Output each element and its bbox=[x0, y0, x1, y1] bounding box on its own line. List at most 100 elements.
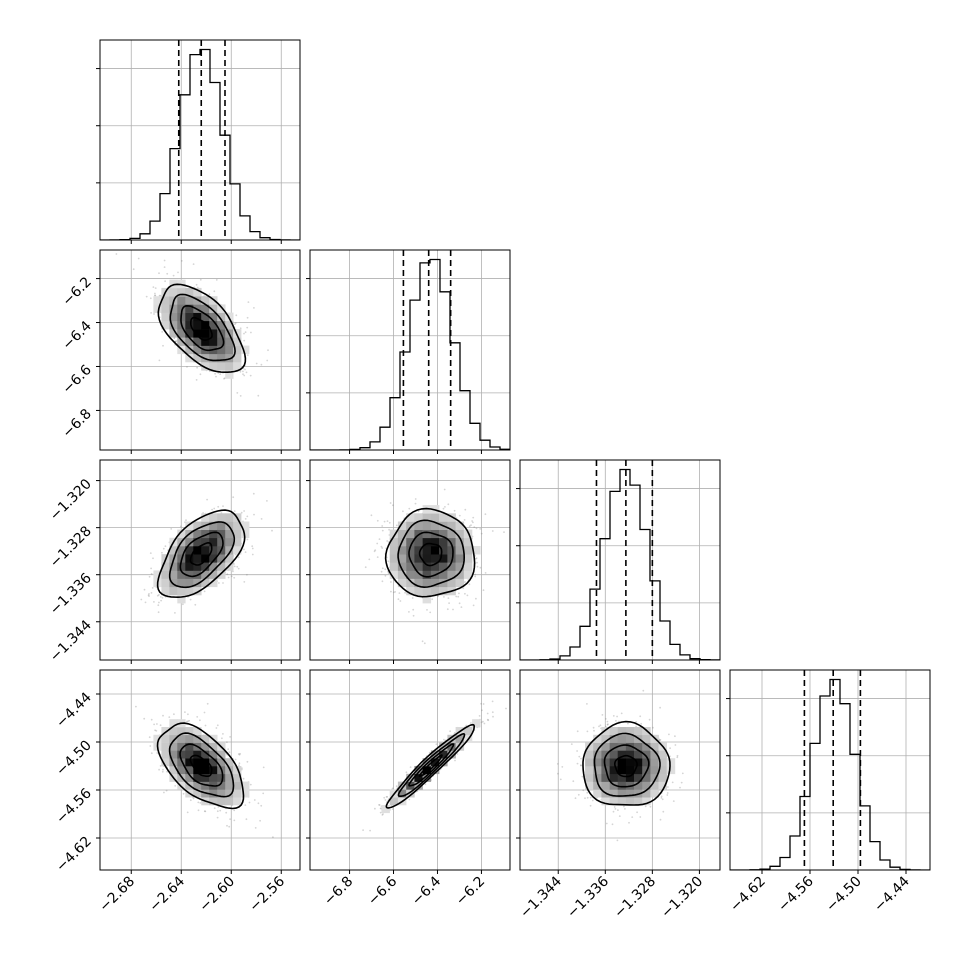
scatter-point bbox=[389, 502, 392, 504]
scatter-point bbox=[475, 557, 478, 560]
scatter-point bbox=[676, 756, 679, 759]
scatter-point bbox=[157, 604, 160, 607]
scatter-point bbox=[442, 507, 445, 510]
scatter-point bbox=[163, 791, 165, 794]
density-cell bbox=[666, 766, 676, 775]
scatter-point bbox=[491, 700, 494, 703]
density-cell bbox=[193, 781, 202, 790]
density-cell bbox=[233, 546, 242, 555]
scatter-point bbox=[229, 818, 232, 820]
panel-plot-area bbox=[100, 460, 300, 660]
density-cell bbox=[201, 734, 210, 743]
histogram-0 bbox=[100, 48, 300, 240]
scatter-point bbox=[680, 781, 683, 784]
density-cell bbox=[209, 562, 218, 571]
scatter-point bbox=[592, 726, 595, 729]
scatter-point bbox=[161, 551, 163, 554]
scatter-point bbox=[230, 575, 233, 578]
density-cell bbox=[609, 797, 619, 806]
density-cell bbox=[389, 570, 399, 579]
density-cell bbox=[217, 337, 226, 346]
x-tick-label: −4.50 bbox=[823, 874, 865, 916]
density-cell bbox=[634, 758, 643, 767]
scatter-point bbox=[232, 570, 234, 573]
scatter-point bbox=[580, 764, 582, 767]
density-cell bbox=[650, 750, 659, 759]
density-cell bbox=[185, 304, 194, 313]
contour-level-1 bbox=[603, 744, 650, 788]
scatter-point bbox=[606, 720, 609, 723]
density-cell bbox=[169, 586, 178, 596]
density-cell bbox=[169, 562, 178, 571]
contour-level-2 bbox=[168, 732, 235, 798]
density-cell bbox=[397, 521, 407, 530]
x-tick-label: −2.68 bbox=[96, 874, 138, 916]
scatter-point bbox=[150, 752, 153, 755]
density-cell bbox=[439, 546, 448, 555]
density-cell bbox=[209, 312, 218, 322]
density-cell bbox=[422, 578, 432, 588]
scatter-point bbox=[473, 526, 476, 528]
scatter-point bbox=[376, 542, 379, 545]
density-cell bbox=[666, 758, 676, 767]
scatter-point bbox=[154, 294, 157, 297]
density-cell bbox=[185, 546, 194, 555]
contours bbox=[385, 723, 476, 809]
density-cell bbox=[455, 742, 465, 751]
density-cell bbox=[161, 312, 170, 322]
density-cell bbox=[201, 742, 210, 751]
scatter-point bbox=[486, 712, 489, 715]
density-cell bbox=[439, 513, 448, 522]
contour-level-0 bbox=[613, 754, 638, 778]
scatter-point bbox=[475, 597, 477, 600]
scatter-point bbox=[374, 549, 377, 551]
scatter-point bbox=[390, 581, 392, 583]
scatter-point bbox=[187, 713, 189, 716]
scatter-point bbox=[491, 530, 494, 532]
scatter-point bbox=[384, 574, 387, 577]
scatter-point bbox=[192, 263, 195, 265]
density-cell bbox=[217, 521, 226, 530]
density-cell bbox=[650, 781, 659, 790]
scatter-point bbox=[196, 366, 199, 369]
density-cell bbox=[217, 781, 226, 790]
density-cell bbox=[169, 750, 178, 759]
scatter-point bbox=[388, 521, 391, 524]
scatter-point bbox=[143, 717, 146, 720]
scatter-point bbox=[189, 799, 192, 802]
density-cell bbox=[161, 750, 170, 759]
contour-level-3 bbox=[384, 507, 476, 598]
density-cell bbox=[161, 758, 170, 767]
scatter-point bbox=[616, 715, 618, 718]
scatter-point bbox=[472, 521, 474, 524]
density-cell bbox=[617, 766, 627, 775]
scatter-point bbox=[238, 764, 240, 767]
density-cell bbox=[209, 750, 218, 759]
scatter-point bbox=[163, 266, 166, 268]
scatter-point bbox=[669, 747, 671, 750]
density-cell bbox=[201, 758, 210, 767]
scatter-point bbox=[248, 801, 251, 804]
scatter-point bbox=[556, 763, 559, 765]
scatter-point bbox=[206, 498, 209, 501]
density-cell bbox=[201, 320, 210, 330]
scatter-point bbox=[405, 771, 408, 774]
density-cell bbox=[161, 320, 170, 330]
panel-frame bbox=[99, 249, 301, 451]
scatter-point bbox=[260, 518, 263, 520]
scatter-point bbox=[449, 730, 451, 733]
scatter-point bbox=[244, 368, 246, 371]
density-cell bbox=[209, 554, 218, 563]
density-cell bbox=[625, 773, 635, 782]
scatter-point bbox=[380, 570, 383, 573]
scatter-point bbox=[262, 792, 265, 795]
x-tick-label: −1.320 bbox=[658, 874, 706, 922]
scatter-point bbox=[156, 594, 159, 597]
density-cell bbox=[177, 546, 186, 555]
density-cell bbox=[161, 742, 170, 751]
scatter-point bbox=[408, 611, 410, 613]
density-cell bbox=[185, 750, 194, 759]
density-cell bbox=[447, 529, 456, 539]
scatter-point bbox=[156, 752, 159, 754]
